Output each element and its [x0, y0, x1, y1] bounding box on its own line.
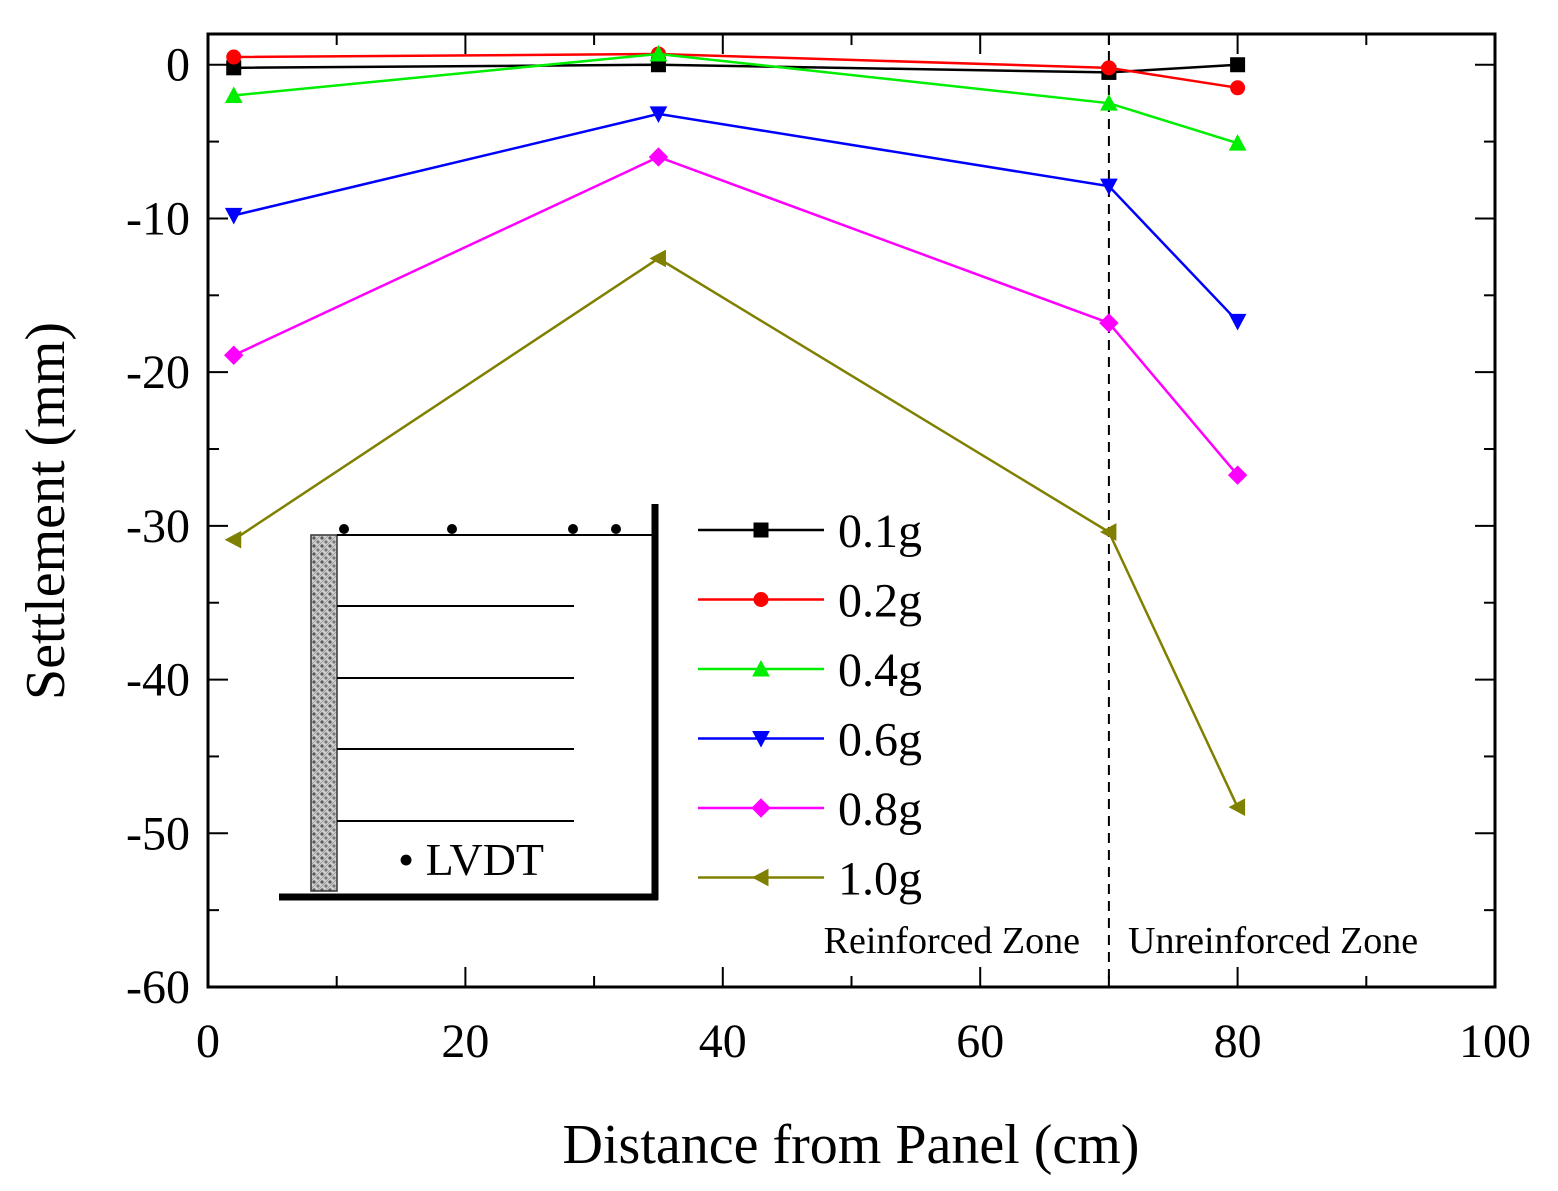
zone-label-reinforced: Reinforced Zone [824, 920, 1080, 962]
inset-lvdt-point [447, 524, 457, 534]
legend-marker [752, 731, 770, 748]
legend-item: 0.6g [698, 714, 922, 767]
y-tick-label: -60 [126, 961, 190, 1014]
y-axis-title: Settlement (mm) [15, 322, 77, 700]
y-tick-label: -30 [126, 500, 190, 553]
x-tick-label: 60 [956, 1015, 1004, 1068]
data-point [1100, 178, 1118, 196]
legend-item: 1.0g [698, 853, 922, 906]
legend-marker [751, 868, 769, 887]
inset-diagram: • LVDT [279, 504, 659, 901]
data-point [1099, 523, 1117, 541]
data-point [1100, 94, 1118, 111]
y-tick-label: -20 [126, 346, 190, 399]
x-tick-label: 100 [1459, 1015, 1531, 1068]
inset-lvdt-point [339, 524, 349, 534]
legend-label: 1.0g [838, 853, 922, 906]
inset-lvdt-point [568, 524, 578, 534]
series-0.4g [224, 44, 1247, 151]
x-tick-label: 20 [441, 1015, 489, 1068]
series-line [233, 256, 1239, 808]
y-tick-label: -50 [126, 807, 190, 860]
series-1.0g [224, 249, 1246, 816]
plot-frame [206, 32, 1497, 989]
y-tick-label: -10 [126, 192, 190, 245]
data-point [649, 106, 668, 123]
series-line [233, 52, 1238, 145]
legend-item: 0.2g [698, 575, 922, 628]
data-point [224, 530, 242, 549]
data-point [1230, 57, 1246, 73]
legend-item: 0.4g [698, 644, 922, 697]
data-point [649, 44, 668, 62]
series-0.1g [226, 57, 1246, 80]
data-point [224, 86, 243, 103]
data-point [1228, 798, 1246, 816]
legend-label: 0.1g [838, 505, 922, 558]
x-tick-label: 0 [196, 1015, 220, 1068]
series-line [233, 52, 1238, 90]
data-point [224, 345, 244, 365]
y-tick-label: -40 [126, 654, 190, 707]
legend-label: 0.2g [838, 575, 922, 628]
series-0.8g [224, 147, 1248, 485]
legend-label: 0.6g [838, 714, 922, 767]
series-line [233, 155, 1239, 476]
legend-label: 0.8g [838, 783, 922, 836]
legend-item: 0.1g [698, 505, 922, 558]
data-point [1228, 134, 1247, 151]
data-point [226, 49, 242, 65]
zone-label-unreinforced: Unreinforced Zone [1128, 920, 1418, 962]
legend-marker [751, 798, 771, 818]
legend: 0.1g 0.2g 0.4g 0.6g 0.8g 1.0g [698, 505, 922, 906]
series-line [233, 63, 1238, 74]
data-point [224, 207, 243, 225]
legend-marker [753, 522, 769, 538]
x-tick-label: 80 [1214, 1015, 1262, 1068]
data-point [648, 147, 669, 167]
x-tick-label: 40 [699, 1015, 747, 1068]
data-point [649, 249, 666, 268]
x-axis-title: Distance from Panel (cm) [563, 1114, 1140, 1176]
data-point [1099, 313, 1119, 333]
inset-lvdt-label: • LVDT [398, 834, 544, 885]
legend-marker [752, 659, 770, 677]
legend-marker [753, 592, 769, 607]
data-point [1230, 80, 1246, 96]
data-point [1101, 60, 1117, 76]
tick-labels: 0 20 40 60 80 100 0 -10 -20 -30 -40 -50 -60 [126, 39, 1531, 1068]
legend-label: 0.4g [838, 644, 922, 697]
inset-facing-panel [310, 534, 338, 892]
series-0.6g [224, 106, 1247, 331]
data-point [1228, 313, 1247, 331]
legend-item: 0.8g [698, 783, 922, 836]
series-line [233, 112, 1239, 323]
data-point [1227, 465, 1248, 485]
y-tick-label: 0 [166, 39, 190, 92]
series-layer [224, 44, 1248, 816]
inset-lvdt-point [611, 524, 621, 534]
